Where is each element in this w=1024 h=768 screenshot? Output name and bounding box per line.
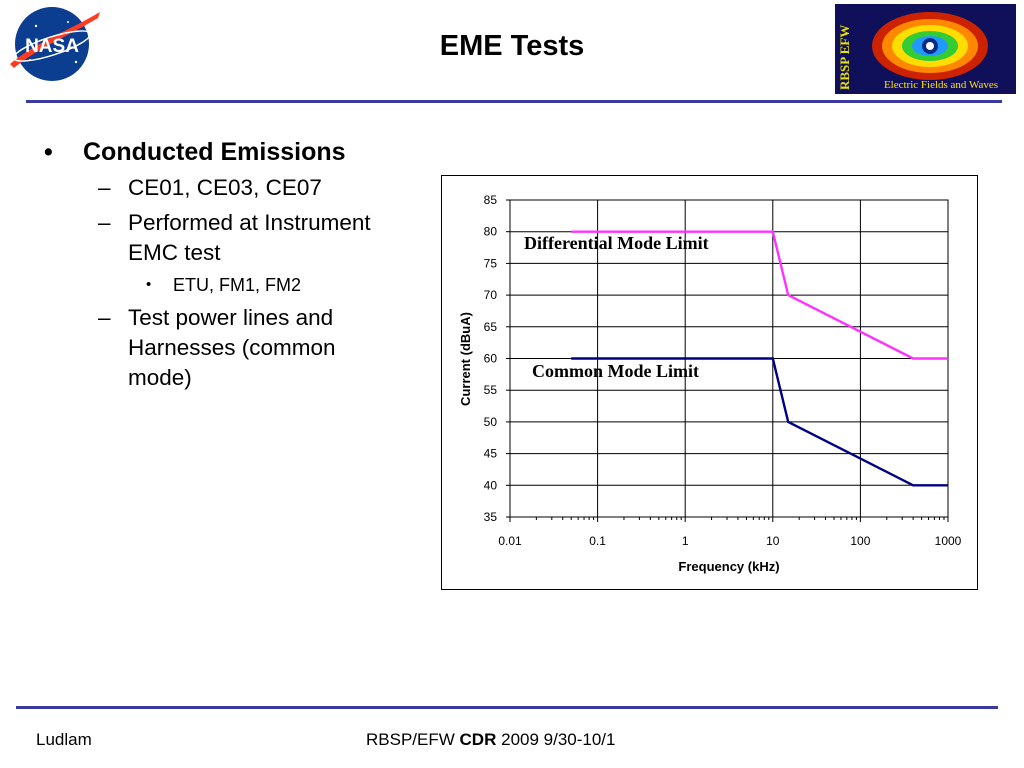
rbsp-vertical-text: RBSP EFW — [837, 25, 852, 90]
bullet-item-2: Performed at Instrument EMC test — [40, 208, 398, 268]
series-line-1 — [571, 230, 948, 360]
y-tick-label: 65 — [484, 320, 498, 334]
y-axis-label: Current (dBuA) — [458, 312, 473, 406]
differential-mode-label: Differential Mode Limit — [524, 233, 709, 253]
x-axis-label: Frequency (kHz) — [678, 559, 779, 574]
nasa-logo: NASA — [10, 7, 100, 81]
bullet-subitem-1: ETU, FM1, FM2 — [40, 272, 430, 298]
y-tick-label: 70 — [484, 288, 498, 302]
y-tick-label: 40 — [484, 478, 498, 492]
rbsp-caption: Electric Fields and Waves — [884, 79, 998, 91]
bullet-item-3: Test power lines and Harnesses (common m… — [40, 303, 378, 393]
bullet-heading: Conducted Emissions — [40, 136, 430, 168]
chart-container: 35 40 45 50 55 60 65 70 75 80 85 0.01 0.1 1 10 100 1000 D… — [441, 175, 978, 590]
x-tick-label: 1 — [682, 534, 689, 548]
y-tick-label: 80 — [484, 225, 498, 239]
x-tick-label: 100 — [850, 534, 870, 548]
x-tick-label: 0.1 — [589, 534, 606, 548]
series-line-2 — [571, 357, 948, 487]
footer-author: Ludlam — [36, 730, 92, 749]
footer-center: RBSP/EFW CDR 2009 9/30-10/1 — [366, 730, 616, 750]
slide-title: EME Tests — [439, 30, 585, 62]
bullet-item-1: CE01, CE03, CE07 — [40, 173, 430, 203]
nasa-wordmark: NASA — [25, 36, 79, 57]
footer-dates: 2009 9/30-10/1 — [501, 730, 616, 749]
x-tick-label: 10 — [766, 534, 780, 548]
y-tick-label: 85 — [484, 193, 498, 207]
y-tick-label: 45 — [484, 447, 498, 461]
footer-review: CDR — [459, 730, 497, 749]
y-tick-label: 75 — [484, 256, 498, 270]
limit-chart: 35 40 45 50 55 60 65 70 75 80 85 0.01 0.1 1 10 100 1000 D… — [458, 193, 962, 574]
common-mode-label: Common Mode Limit — [532, 361, 699, 381]
y-tick-label: 35 — [484, 510, 498, 524]
x-tick-label: 1000 — [935, 534, 962, 548]
y-tick-label: 60 — [484, 352, 498, 366]
header-rule — [26, 100, 1002, 103]
footer-project: RBSP/EFW — [366, 730, 455, 749]
y-tick-label: 55 — [484, 383, 498, 397]
x-tick-label: 0.01 — [498, 534, 522, 548]
footer-rule — [16, 706, 998, 709]
bullet-list: Conducted Emissions CE01, CE03, CE07 Per… — [40, 136, 430, 393]
rbsp-efw-logo: RBSP EFW Electric Fields and Waves — [835, 4, 1016, 94]
y-tick-label: 50 — [484, 415, 498, 429]
